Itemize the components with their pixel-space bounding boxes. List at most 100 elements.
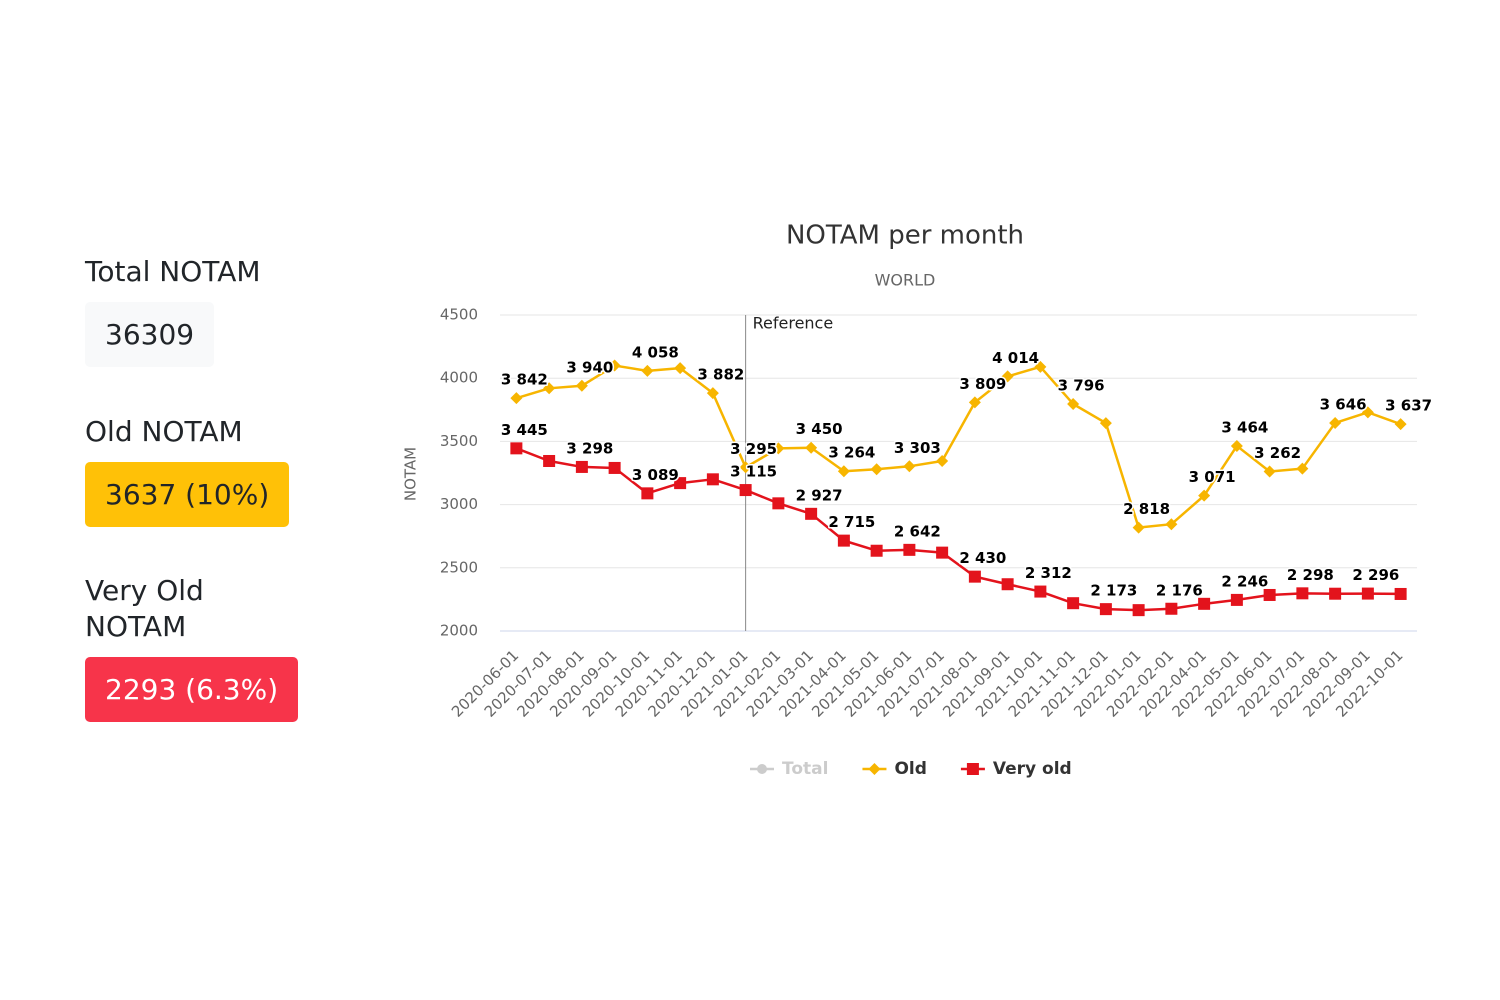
legend-item[interactable]: Very old bbox=[960, 759, 1072, 779]
marker bbox=[543, 382, 556, 395]
data-label: 3 646 bbox=[1320, 395, 1367, 413]
stat-label: Old NOTAM bbox=[85, 415, 243, 448]
marker bbox=[1361, 587, 1374, 600]
data-label: 3 464 bbox=[1221, 418, 1268, 436]
marker bbox=[968, 396, 981, 409]
data-label: 2 927 bbox=[796, 486, 843, 504]
legend-item[interactable]: Old bbox=[862, 759, 927, 779]
marker bbox=[968, 570, 981, 583]
marker bbox=[1394, 587, 1407, 600]
marker bbox=[870, 463, 883, 476]
marker bbox=[1263, 588, 1276, 601]
y-tick-label: 3000 bbox=[440, 495, 478, 513]
series-line bbox=[516, 364, 1402, 529]
marker bbox=[1099, 603, 1112, 616]
marker bbox=[1198, 489, 1211, 502]
data-label: 2 818 bbox=[1123, 500, 1170, 518]
marker bbox=[772, 442, 785, 455]
data-label: 3 303 bbox=[894, 439, 941, 457]
stat-label: Very Old NOTAM bbox=[85, 574, 204, 643]
marker bbox=[1230, 439, 1243, 452]
legend-label: Old bbox=[894, 759, 926, 779]
stat-value: 3637 (10%) bbox=[85, 462, 290, 527]
y-tick-label: 4500 bbox=[440, 306, 478, 324]
chart-title: NOTAM per month bbox=[786, 221, 1024, 251]
data-label: 3 298 bbox=[566, 439, 613, 457]
data-label: 4 058 bbox=[632, 343, 679, 361]
marker bbox=[936, 454, 949, 467]
y-axis-title: NOTAM bbox=[402, 447, 420, 501]
marker bbox=[1296, 587, 1309, 600]
marker bbox=[870, 544, 883, 557]
y-tick-label: 3500 bbox=[440, 432, 478, 450]
data-label: 2 246 bbox=[1221, 572, 1268, 590]
marker bbox=[966, 763, 979, 775]
marker bbox=[903, 460, 916, 473]
marker bbox=[641, 364, 654, 377]
marker bbox=[575, 460, 588, 473]
data-label: 4 014 bbox=[992, 349, 1039, 367]
data-label: 2 430 bbox=[959, 549, 1006, 567]
data-label: 3 882 bbox=[697, 366, 744, 384]
marker bbox=[1001, 578, 1014, 591]
marker bbox=[1361, 406, 1374, 419]
marker bbox=[805, 507, 818, 520]
marker bbox=[1067, 597, 1080, 610]
stat-label: Total NOTAM bbox=[85, 255, 261, 288]
marker bbox=[772, 497, 785, 510]
marker bbox=[1067, 397, 1080, 410]
marker bbox=[1329, 587, 1342, 600]
marker bbox=[837, 465, 850, 478]
data-label: 3 071 bbox=[1189, 468, 1236, 486]
data-label: 3 637 bbox=[1385, 397, 1432, 415]
marker bbox=[1132, 604, 1145, 617]
marker bbox=[674, 477, 687, 490]
data-label: 2 312 bbox=[1025, 564, 1072, 582]
marker bbox=[936, 546, 949, 559]
marker bbox=[1394, 418, 1407, 431]
marker bbox=[868, 763, 881, 775]
legend-label: Very old bbox=[993, 759, 1072, 779]
marker bbox=[608, 359, 621, 372]
marker bbox=[706, 387, 719, 400]
legend-item[interactable]: Total bbox=[750, 759, 828, 779]
reference-label: Reference bbox=[753, 314, 834, 333]
chart-subtitle: WORLD bbox=[875, 271, 936, 290]
marker bbox=[1099, 417, 1112, 430]
data-label: 2 173 bbox=[1090, 582, 1137, 600]
marker bbox=[1001, 370, 1014, 383]
marker bbox=[510, 442, 523, 455]
stat-value: 36309 bbox=[85, 302, 215, 367]
data-label: 3 445 bbox=[501, 421, 548, 439]
marker bbox=[837, 534, 850, 547]
data-label: 3 264 bbox=[828, 444, 875, 462]
marker bbox=[608, 461, 621, 474]
marker bbox=[1034, 585, 1047, 598]
data-label: 2 715 bbox=[828, 513, 875, 531]
data-label: 2 296 bbox=[1352, 566, 1399, 584]
marker bbox=[739, 461, 752, 474]
marker bbox=[1132, 521, 1145, 534]
marker bbox=[1165, 602, 1178, 615]
marker bbox=[903, 543, 916, 556]
data-label: 2 642 bbox=[894, 522, 941, 540]
stat-value: 2293 (6.3%) bbox=[85, 657, 299, 722]
legend-label: Total bbox=[782, 759, 828, 779]
marker bbox=[510, 392, 523, 405]
series-line bbox=[515, 447, 1401, 612]
data-label: 3 809 bbox=[959, 375, 1006, 393]
y-tick-label: 4000 bbox=[440, 369, 478, 387]
data-label: 3 089 bbox=[632, 466, 679, 484]
marker bbox=[1198, 597, 1211, 610]
marker bbox=[543, 454, 556, 467]
marker bbox=[1296, 462, 1309, 475]
marker bbox=[706, 473, 719, 486]
data-label: 3 842 bbox=[501, 371, 548, 389]
data-label: 3 940 bbox=[566, 358, 613, 376]
data-label: 2 176 bbox=[1156, 581, 1203, 599]
marker bbox=[805, 441, 818, 454]
marker bbox=[1329, 416, 1342, 429]
marker bbox=[1263, 465, 1276, 478]
